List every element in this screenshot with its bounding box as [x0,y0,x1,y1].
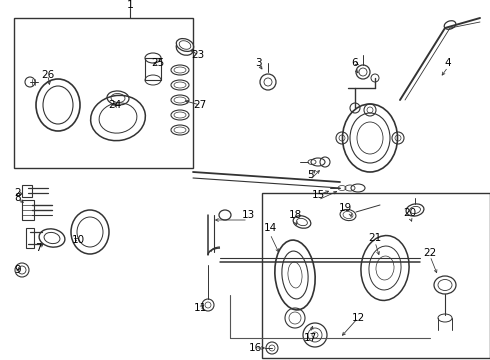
Text: 25: 25 [151,58,165,68]
Text: 8: 8 [15,193,21,203]
Text: 14: 14 [264,223,277,233]
Text: 6: 6 [352,58,358,68]
Bar [262,193,490,358]
Text: 9: 9 [15,265,21,275]
Text: 2: 2 [15,188,21,198]
Text: 12: 12 [351,313,365,323]
Text: 26: 26 [41,70,54,80]
Text: 22: 22 [423,248,437,258]
Bar [22,200,34,220]
Text: 21: 21 [368,233,382,243]
Text: 11: 11 [194,303,207,313]
Bar [145,58,161,80]
Text: 16: 16 [248,343,262,353]
Text: 27: 27 [194,100,207,110]
Text: 4: 4 [445,58,451,68]
Text: 3: 3 [255,58,261,68]
Text: 20: 20 [403,208,416,218]
Bar [14,18,193,168]
Text: 23: 23 [192,50,205,60]
Text: 24: 24 [108,100,122,110]
Text: 17: 17 [303,333,317,343]
Text: 7: 7 [35,243,41,253]
Text: 19: 19 [339,203,352,213]
Text: 5: 5 [307,170,313,180]
Text: 13: 13 [242,210,255,220]
Text: 15: 15 [311,190,325,200]
Text: 10: 10 [72,235,85,245]
Bar [22,185,32,197]
Text: 1: 1 [126,0,133,10]
Bar [26,228,34,248]
Text: 18: 18 [289,210,302,220]
